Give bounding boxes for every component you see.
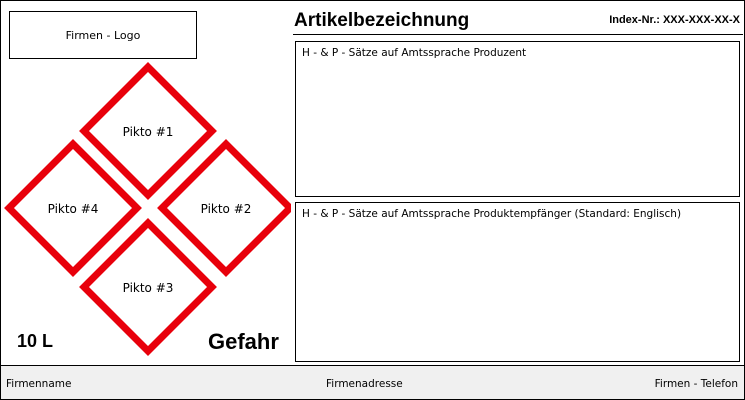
signal-word: Gefahr — [208, 329, 279, 354]
company-logo-placeholder: Firmen - Logo — [9, 11, 197, 59]
pictogram-1-diamond — [79, 62, 217, 200]
pictogram-3-label: Pikto #3 — [123, 281, 174, 295]
footer-bar: Firmenname Firmenadresse Firmen - Telefo… — [1, 365, 744, 399]
company-name: Firmenname — [6, 378, 72, 390]
pictogram-4: Pikto #4 — [4, 139, 142, 277]
pictogram-4-label: Pikto #4 — [48, 202, 99, 216]
hp-producer-text: H - & P - Sätze auf Amtssprache Produzen… — [302, 47, 527, 59]
pictogram-1: Pikto #1 — [79, 62, 217, 200]
pictogram-3-diamond — [79, 218, 217, 356]
pictogram-2-label: Pikto #2 — [201, 202, 252, 216]
pictogram-4-diamond — [4, 139, 142, 277]
pictogram-2: Pikto #2 — [157, 139, 291, 277]
title-divider — [293, 34, 743, 35]
hp-recipient-text: H - & P - Sätze auf Amtssprache Produkte… — [302, 208, 682, 220]
hp-statements-producer-box: H - & P - Sätze auf Amtssprache Produzen… — [295, 41, 740, 197]
pictogram-1-label: Pikto #1 — [123, 125, 174, 139]
company-address: Firmenadresse — [326, 378, 403, 390]
pictogram-3: Pikto #3 — [79, 218, 217, 356]
company-phone: Firmen - Telefon — [654, 378, 738, 390]
logo-text: Firmen - Logo — [65, 28, 141, 42]
hp-statements-recipient-box: H - & P - Sätze auf Amtssprache Produkte… — [295, 202, 740, 362]
index-number: Index-Nr.: XXX-XXX-XX-X — [609, 14, 740, 26]
volume-text: 10 L — [17, 331, 54, 351]
article-title: Artikelbezeichnung — [294, 10, 470, 31]
pictogram-2-diamond — [157, 139, 291, 277]
pictogram-group: Pikto #1 Pikto #2 Pikto #3 Pikto #4 — [4, 62, 291, 356]
